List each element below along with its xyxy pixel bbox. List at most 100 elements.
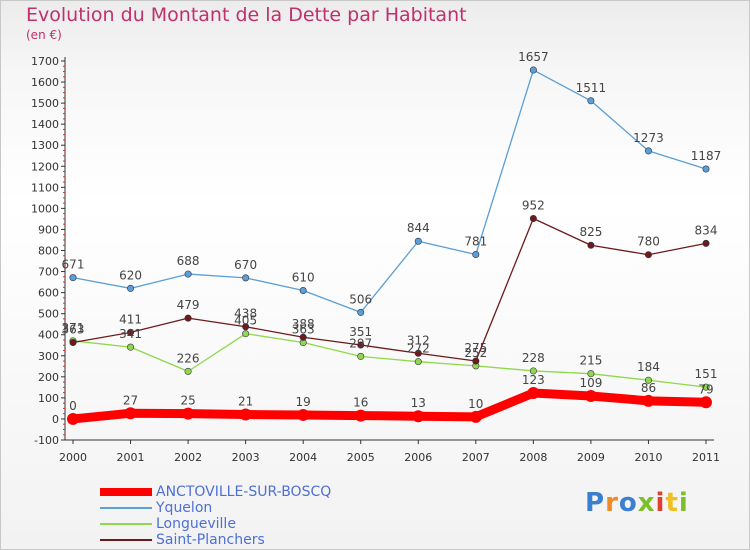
data-label: 123 <box>522 373 545 387</box>
data-label: 312 <box>407 333 430 347</box>
data-label: 184 <box>637 360 660 374</box>
data-point <box>242 330 250 338</box>
data-point <box>299 333 307 341</box>
data-point <box>182 407 195 420</box>
data-label: 1187 <box>691 149 722 163</box>
data-label: 10 <box>468 397 483 411</box>
data-label: 405 <box>234 314 257 328</box>
data-label: 86 <box>641 381 656 395</box>
data-point <box>124 407 137 420</box>
data-point <box>239 408 252 421</box>
x-tick-label: 2006 <box>404 451 432 464</box>
data-point <box>529 66 537 74</box>
legend-label: Saint-Planchers <box>156 532 265 548</box>
data-point <box>587 370 595 378</box>
data-label: 671 <box>62 258 85 272</box>
data-label: 1657 <box>518 50 549 64</box>
x-tick-label: 2008 <box>519 451 547 464</box>
y-tick-label: 1400 <box>31 118 59 131</box>
data-label: 272 <box>407 342 430 356</box>
data-point <box>184 314 192 322</box>
data-point <box>529 367 537 375</box>
legend-item: ANCTOVILLE-SUR-BOSCQ <box>100 484 331 500</box>
x-tick-label: 2000 <box>59 451 87 464</box>
y-tick-label: 600 <box>38 287 59 300</box>
legend-swatch <box>100 488 152 496</box>
legend-item: Saint-Planchers <box>100 532 331 548</box>
logo-letter: P <box>585 488 606 518</box>
x-tick-label: 2001 <box>117 451 145 464</box>
series-line <box>68 388 711 424</box>
data-label: 275 <box>464 341 487 355</box>
data-label: 226 <box>177 351 200 365</box>
data-label: 13 <box>411 396 426 410</box>
data-point <box>414 349 422 357</box>
data-label: 780 <box>637 235 660 249</box>
data-point <box>357 352 365 360</box>
data-label: 79 <box>698 382 713 396</box>
data-label: 438 <box>234 307 257 321</box>
data-label: 610 <box>292 271 315 285</box>
data-point <box>644 147 652 155</box>
legend-label: Longueville <box>156 516 236 532</box>
data-label: 371 <box>62 321 85 335</box>
data-label: 620 <box>119 268 142 282</box>
data-point <box>127 284 135 292</box>
data-point <box>584 389 597 402</box>
legend-swatch <box>100 523 152 525</box>
data-label: 388 <box>292 317 315 331</box>
legend-label: ANCTOVILLE-SUR-BOSCQ <box>156 484 332 500</box>
logo-letter: i <box>678 488 689 518</box>
data-label: 1511 <box>576 81 607 95</box>
data-point <box>242 323 250 331</box>
logo-letter: x <box>637 488 656 518</box>
data-point <box>299 287 307 295</box>
legend-item: Yquelon <box>100 500 331 516</box>
data-label: 351 <box>349 325 372 339</box>
y-tick-label: 1200 <box>31 160 59 173</box>
data-point <box>242 274 250 282</box>
x-tick-label: 2004 <box>289 451 317 464</box>
data-label: 21 <box>238 395 253 409</box>
data-label: 825 <box>579 225 602 239</box>
y-tick-label: 300 <box>38 350 59 363</box>
proxiti-logo: Proxiti <box>585 488 689 518</box>
data-label: 341 <box>119 327 142 341</box>
series-line <box>72 217 707 362</box>
data-label: 16 <box>353 396 368 410</box>
x-tick-label: 2011 <box>692 451 720 464</box>
y-tick-label: 500 <box>38 308 59 321</box>
x-tick-label: 2002 <box>174 451 202 464</box>
data-point <box>702 239 710 247</box>
chart-title: Evolution du Montant de la Dette par Hab… <box>26 4 467 26</box>
data-label: 19 <box>296 395 311 409</box>
data-label: 834 <box>695 223 718 237</box>
y-tick-label: 1600 <box>31 76 59 89</box>
data-point <box>702 383 710 391</box>
data-point <box>184 270 192 278</box>
legend-label: Yquelon <box>156 500 213 516</box>
data-point <box>644 376 652 384</box>
data-label: 688 <box>177 254 200 268</box>
legend-swatch <box>100 539 152 541</box>
data-point <box>472 357 480 365</box>
y-tick-label: 1100 <box>31 181 59 194</box>
data-label: 0 <box>69 399 77 413</box>
y-tick-label: 1700 <box>31 55 59 68</box>
data-label: 1273 <box>633 131 664 145</box>
y-tick-label: 1500 <box>31 97 59 110</box>
y-tick-label: 200 <box>38 371 59 384</box>
legend-item: Longueville <box>100 516 331 532</box>
data-point <box>700 396 712 409</box>
data-label: 952 <box>522 198 545 212</box>
data-label: 297 <box>349 336 372 350</box>
logo-letter: o <box>618 488 638 518</box>
y-tick-label: 1300 <box>31 139 59 152</box>
data-label: 151 <box>695 367 718 381</box>
y-tick-label: 0 <box>52 413 59 426</box>
data-label: 411 <box>119 312 142 326</box>
data-point <box>414 237 422 245</box>
y-tick-label: -100 <box>34 434 59 447</box>
data-point <box>357 308 365 316</box>
series-line <box>72 333 707 388</box>
